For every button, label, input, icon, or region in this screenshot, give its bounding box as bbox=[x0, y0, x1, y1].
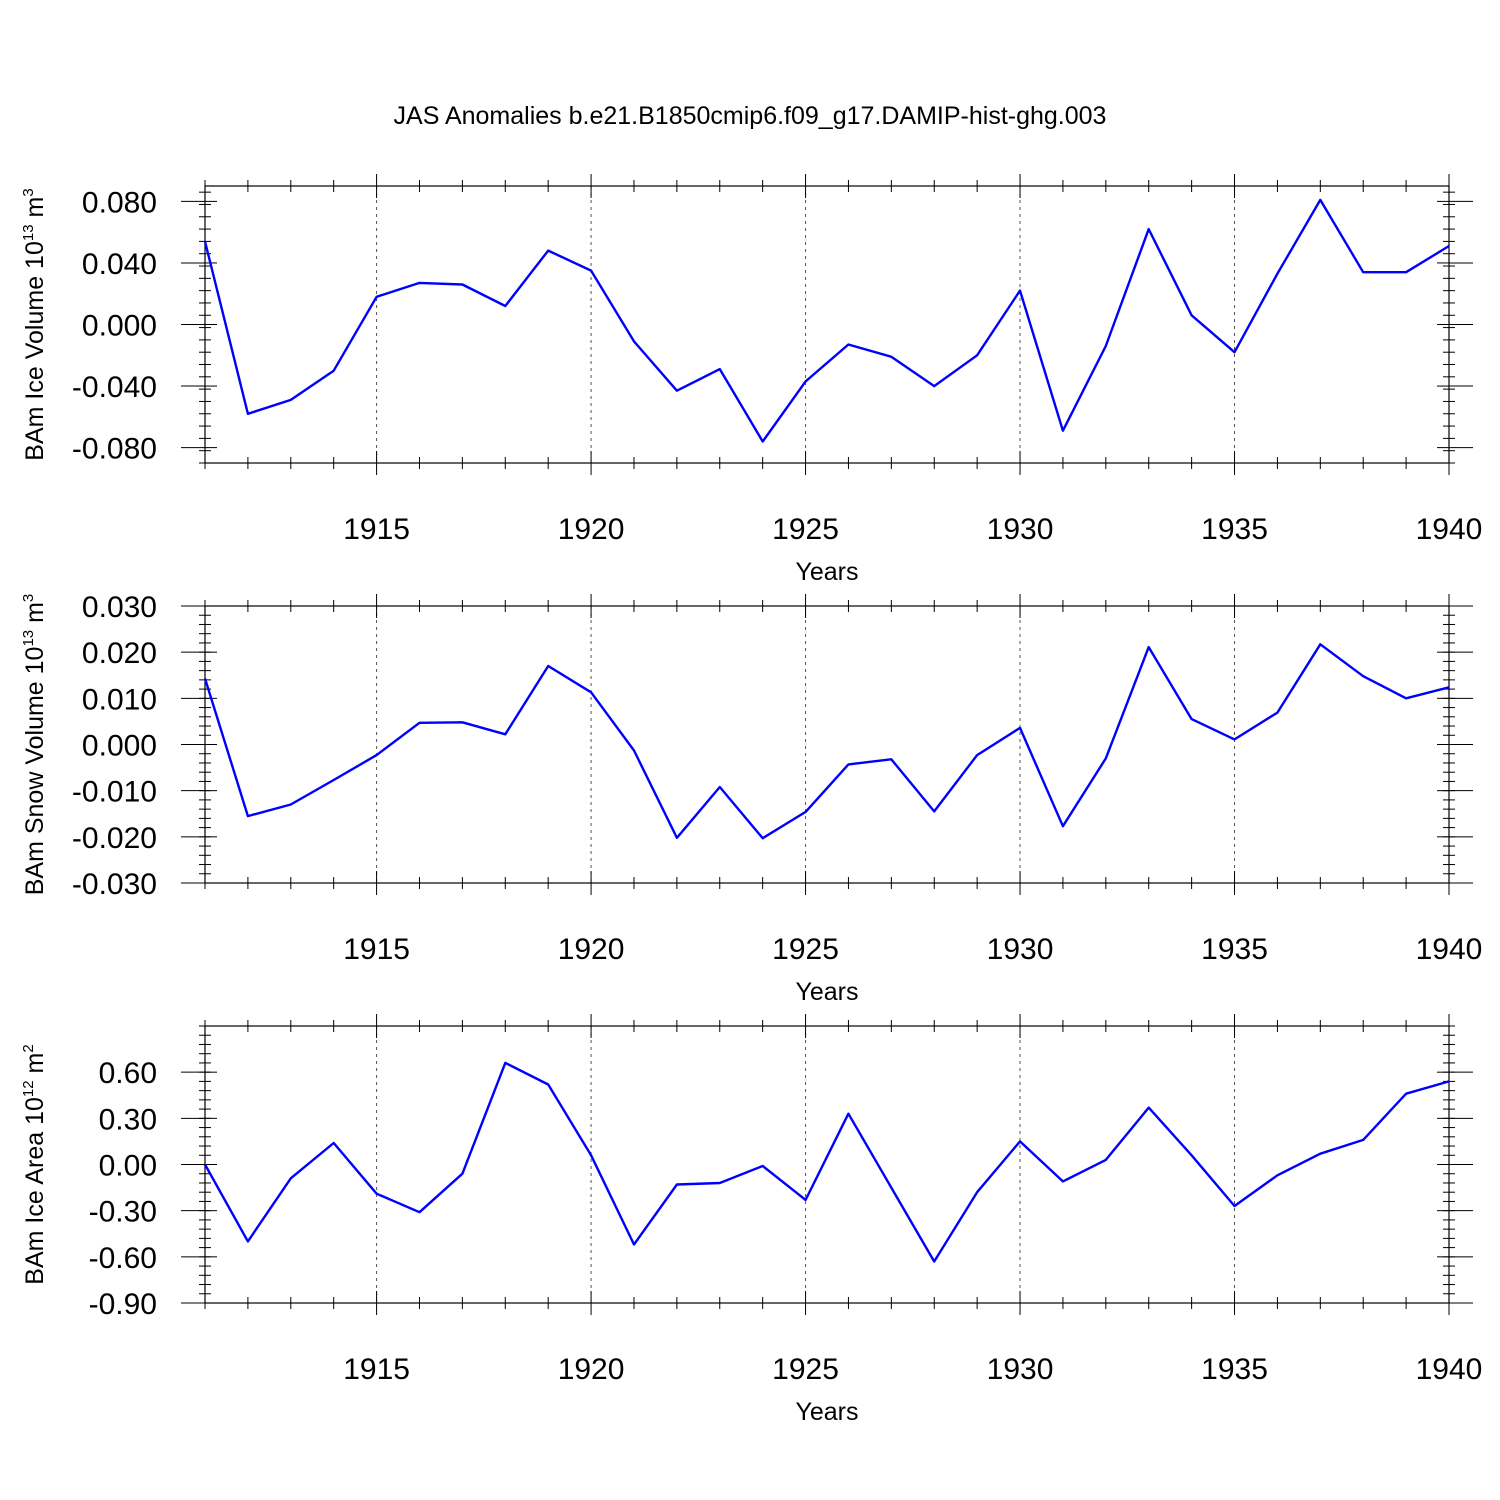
panel-snow-volume: -0.030 -0.020 -0.010 0.000 0.010 0.020 0.030 19… bbox=[20, 591, 1482, 1006]
y-tick-label: 0.080 bbox=[82, 186, 157, 219]
y-tick-label: -0.020 bbox=[72, 822, 157, 855]
y-tick-label: 0.00 bbox=[99, 1150, 157, 1183]
y-axis-title: BAm Ice Area 1012 m2 bbox=[20, 1044, 49, 1284]
y-tick-label: 0.040 bbox=[82, 248, 157, 281]
series-line bbox=[203, 1061, 1450, 1263]
y-tick-label: 0.30 bbox=[99, 1103, 157, 1136]
x-tick-label: 1915 bbox=[343, 933, 410, 966]
x-axis-title: Years bbox=[795, 1398, 858, 1426]
panel-ice-area: -0.90 -0.60 -0.30 0.00 0.30 0.60 1915 1920 1925 1… bbox=[20, 1014, 1482, 1426]
x-tick-label: 1920 bbox=[558, 513, 625, 546]
x-tick-label: 1940 bbox=[1416, 1353, 1483, 1386]
figure-title: JAS Anomalies b.e21.B1850cmip6.f09_g17.D… bbox=[394, 102, 1107, 130]
series-line bbox=[203, 198, 1450, 443]
panel-ice-volume: -0.080 -0.040 0.000 0.040 0.080 1915 1920 1925 1… bbox=[20, 174, 1482, 586]
x-tick-label: 1925 bbox=[772, 513, 839, 546]
y-tick-label: 0.60 bbox=[99, 1057, 157, 1090]
y-tick-label: -0.080 bbox=[72, 433, 157, 466]
x-tick-label: 1930 bbox=[987, 513, 1054, 546]
y-tick-label: -0.90 bbox=[89, 1288, 157, 1321]
x-tick-label: 1935 bbox=[1201, 513, 1268, 546]
y-tick-label: 0.010 bbox=[82, 683, 157, 716]
x-tick-label: 1920 bbox=[558, 933, 625, 966]
y-tick-label: -0.030 bbox=[72, 868, 157, 901]
x-tick-label: 1935 bbox=[1201, 1353, 1268, 1386]
x-tick-label: 1915 bbox=[343, 1353, 410, 1386]
y-tick-label: -0.30 bbox=[89, 1196, 157, 1229]
x-tick-label: 1930 bbox=[987, 1353, 1054, 1386]
y-tick-label: 0.030 bbox=[82, 591, 157, 624]
y-tick-label: -0.010 bbox=[72, 776, 157, 809]
y-axis-title: BAm Snow Volume 1013 m3 bbox=[20, 594, 49, 896]
y-axis-title: BAm Ice Volume 1013 m3 bbox=[20, 188, 49, 460]
x-tick-label: 1925 bbox=[772, 1353, 839, 1386]
y-tick-label: -0.040 bbox=[72, 371, 157, 404]
y-tick-label: 0.020 bbox=[82, 637, 157, 670]
plot-frame bbox=[204, 1025, 1450, 1304]
y-tick-label: 0.000 bbox=[82, 730, 157, 763]
x-axis-title: Years bbox=[795, 558, 858, 586]
y-tick-label: -0.60 bbox=[89, 1242, 157, 1275]
x-tick-label: 1925 bbox=[772, 933, 839, 966]
x-tick-label: 1915 bbox=[343, 513, 410, 546]
x-tick-label: 1940 bbox=[1416, 513, 1483, 546]
y-tick-label: 0.000 bbox=[82, 310, 157, 343]
x-axis-title: Years bbox=[795, 978, 858, 1006]
x-tick-label: 1935 bbox=[1201, 933, 1268, 966]
x-tick-label: 1920 bbox=[558, 1353, 625, 1386]
x-tick-label: 1930 bbox=[987, 933, 1054, 966]
x-tick-label: 1940 bbox=[1416, 933, 1483, 966]
series-line bbox=[203, 643, 1450, 840]
plot-frame bbox=[204, 185, 1450, 464]
